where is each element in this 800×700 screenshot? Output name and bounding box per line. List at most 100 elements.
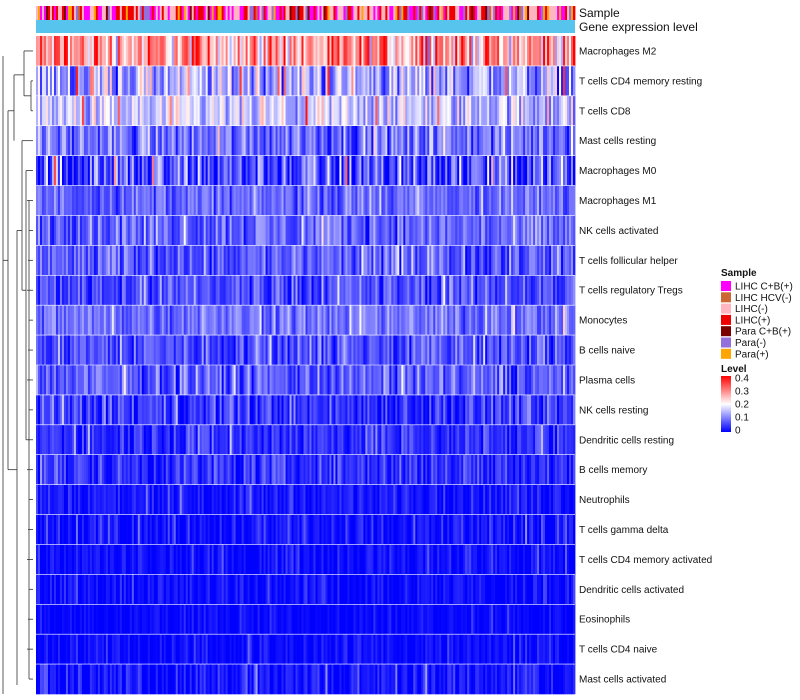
heatmap-cell (143, 36, 147, 67)
heatmap-cell (541, 305, 544, 336)
heatmap-cell (241, 335, 245, 366)
heatmap-cell (127, 215, 131, 246)
heatmap-cell (531, 424, 534, 456)
heatmap-cell (173, 424, 177, 456)
heatmap-cell (171, 394, 175, 426)
sample-annotation-cell (465, 6, 468, 20)
heatmap-cell (131, 484, 135, 515)
heatmap-cell (203, 65, 207, 97)
heatmap-cell (41, 95, 45, 127)
heatmap-cell (457, 424, 460, 456)
heatmap-cell (243, 394, 247, 426)
heatmap-cell (253, 215, 256, 246)
heatmap-cell (109, 454, 113, 485)
heatmap-cell (399, 424, 402, 456)
heatmap-cell (283, 305, 286, 336)
heatmap-cell (67, 424, 71, 456)
heatmap-cell (157, 544, 161, 575)
heatmap-cell (295, 424, 298, 456)
heatmap-cell (265, 454, 268, 485)
heatmap-cell (361, 335, 364, 366)
heatmap-cell (85, 185, 89, 216)
heatmap-cell (385, 394, 388, 426)
heatmap-cell (543, 484, 546, 515)
heatmap-cell (421, 394, 424, 426)
heatmap-cell (267, 514, 270, 545)
heatmap-cell (545, 65, 548, 97)
sample-annotation-cell (77, 6, 81, 20)
heatmap-cell (211, 454, 215, 485)
heatmap-cell (121, 215, 125, 246)
heatmap-cell (38, 185, 41, 216)
heatmap-cell (123, 394, 127, 426)
heatmap-cell (401, 335, 404, 366)
heatmap-cell (347, 394, 350, 426)
heatmap-cell (249, 305, 252, 336)
heatmap-cell (425, 245, 428, 276)
heatmap-cell (377, 424, 380, 456)
heatmap-cell (509, 275, 512, 306)
heatmap-cell (325, 365, 328, 396)
heatmap-cell (535, 454, 538, 485)
heatmap-cell (547, 365, 550, 396)
heatmap-cell (139, 95, 143, 127)
heatmap-cell (425, 484, 428, 515)
heatmap-cell (477, 454, 480, 485)
heatmap-cell (71, 484, 75, 515)
heatmap-cell (423, 335, 426, 366)
heatmap-cell (43, 335, 47, 366)
heatmap-cell (505, 185, 508, 216)
sample-annotation-cell (135, 6, 139, 20)
heatmap-cell (353, 424, 356, 456)
heatmap-cell (447, 424, 450, 456)
heatmap-cell (325, 424, 328, 456)
heatmap-cell (497, 365, 500, 396)
heatmap-cell (171, 454, 175, 485)
heatmap-cell (313, 245, 316, 276)
heatmap-cell (145, 185, 149, 216)
sample-annotation-cell (295, 6, 298, 20)
heatmap-cell (187, 215, 191, 246)
heatmap-cell (193, 365, 197, 396)
heatmap-cell (465, 335, 468, 366)
heatmap-cell (113, 36, 117, 67)
heatmap-cell (417, 394, 420, 426)
heatmap-cell (467, 185, 470, 216)
heatmap-cell (53, 155, 57, 186)
heatmap-cell (81, 365, 85, 396)
heatmap-cell (77, 484, 81, 515)
heatmap-cell (485, 215, 488, 246)
heatmap-cell (551, 65, 554, 97)
heatmap-cell (493, 365, 496, 396)
heatmap-cell (145, 95, 149, 127)
heatmap-cell (95, 394, 99, 426)
heatmap-cell (145, 275, 149, 306)
sample-annotation-cell (75, 6, 79, 20)
heatmap-cell (397, 36, 400, 67)
heatmap-cell (307, 125, 310, 156)
heatmap-cell (539, 484, 542, 515)
heatmap-cell (395, 215, 398, 246)
heatmap-cell (311, 185, 314, 216)
heatmap-cell (355, 245, 358, 276)
heatmap-cell (301, 215, 304, 246)
heatmap-cell (471, 365, 474, 396)
heatmap-cell (427, 335, 430, 366)
heatmap-cell (53, 125, 57, 156)
heatmap-cell (69, 245, 73, 276)
heatmap-cell (243, 245, 247, 276)
heatmap-cell (545, 185, 548, 216)
sample-annotation-cell (539, 6, 542, 20)
heatmap-cell (445, 514, 448, 545)
heatmap-cell (549, 365, 552, 396)
heatmap-cell (441, 514, 444, 545)
heatmap-cell (291, 185, 294, 216)
heatmap-cell (337, 424, 340, 456)
heatmap-cell (38, 484, 41, 515)
heatmap-cell (329, 424, 332, 456)
heatmap-cell (181, 544, 185, 575)
heatmap-cell (323, 215, 326, 246)
heatmap-cell (213, 125, 217, 156)
sample-annotation-cell (349, 6, 352, 20)
heatmap-cell (441, 245, 444, 276)
